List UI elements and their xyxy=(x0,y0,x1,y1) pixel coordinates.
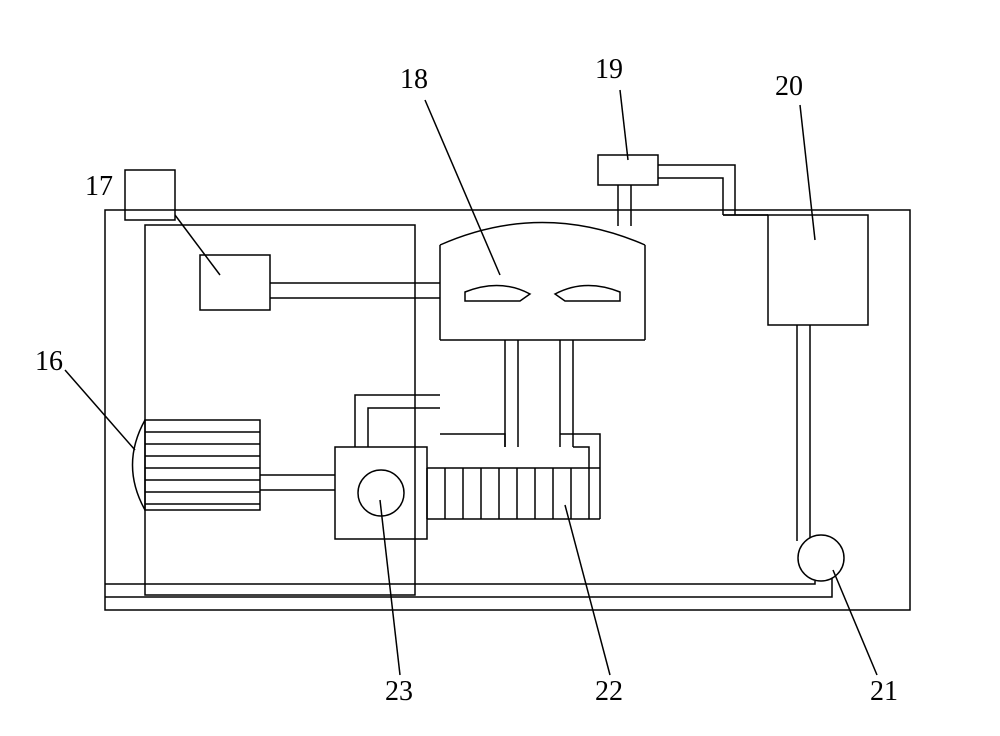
leader-l21 xyxy=(833,570,877,675)
leader-l17 xyxy=(175,215,220,275)
pipe-23-up-r xyxy=(368,408,440,447)
label-box-17 xyxy=(125,170,175,220)
label-l18: 18 xyxy=(400,64,428,95)
leader-l20 xyxy=(800,105,815,240)
label-l17: 17 xyxy=(85,171,113,202)
leader-l16 xyxy=(65,370,135,450)
label-l20: 20 xyxy=(775,71,803,102)
leader-l19 xyxy=(620,90,628,160)
lip-right xyxy=(555,285,620,301)
leader-l23 xyxy=(380,500,400,675)
label-l23: 23 xyxy=(385,676,413,707)
floor-pipe-top xyxy=(105,581,815,584)
outer-frame xyxy=(105,210,910,610)
label-l21: 21 xyxy=(870,676,898,707)
box-20 xyxy=(768,215,868,325)
grille-16-arc xyxy=(133,420,146,510)
corr-to-leg-r xyxy=(560,434,600,468)
floor-pipe-bot xyxy=(105,578,832,597)
label-l16: 16 xyxy=(35,346,63,377)
lip-left xyxy=(465,285,530,301)
label-l22: 22 xyxy=(595,676,623,707)
leader-l18 xyxy=(425,100,500,275)
chamber-dome xyxy=(440,223,645,246)
label-l19: 19 xyxy=(595,54,623,85)
box-23 xyxy=(335,447,427,539)
circle-21 xyxy=(798,535,844,581)
leg-to-23-a xyxy=(440,434,505,447)
corr-to-leg-l xyxy=(573,447,589,468)
leader-l22 xyxy=(565,505,610,675)
grille-16-box xyxy=(145,420,260,510)
